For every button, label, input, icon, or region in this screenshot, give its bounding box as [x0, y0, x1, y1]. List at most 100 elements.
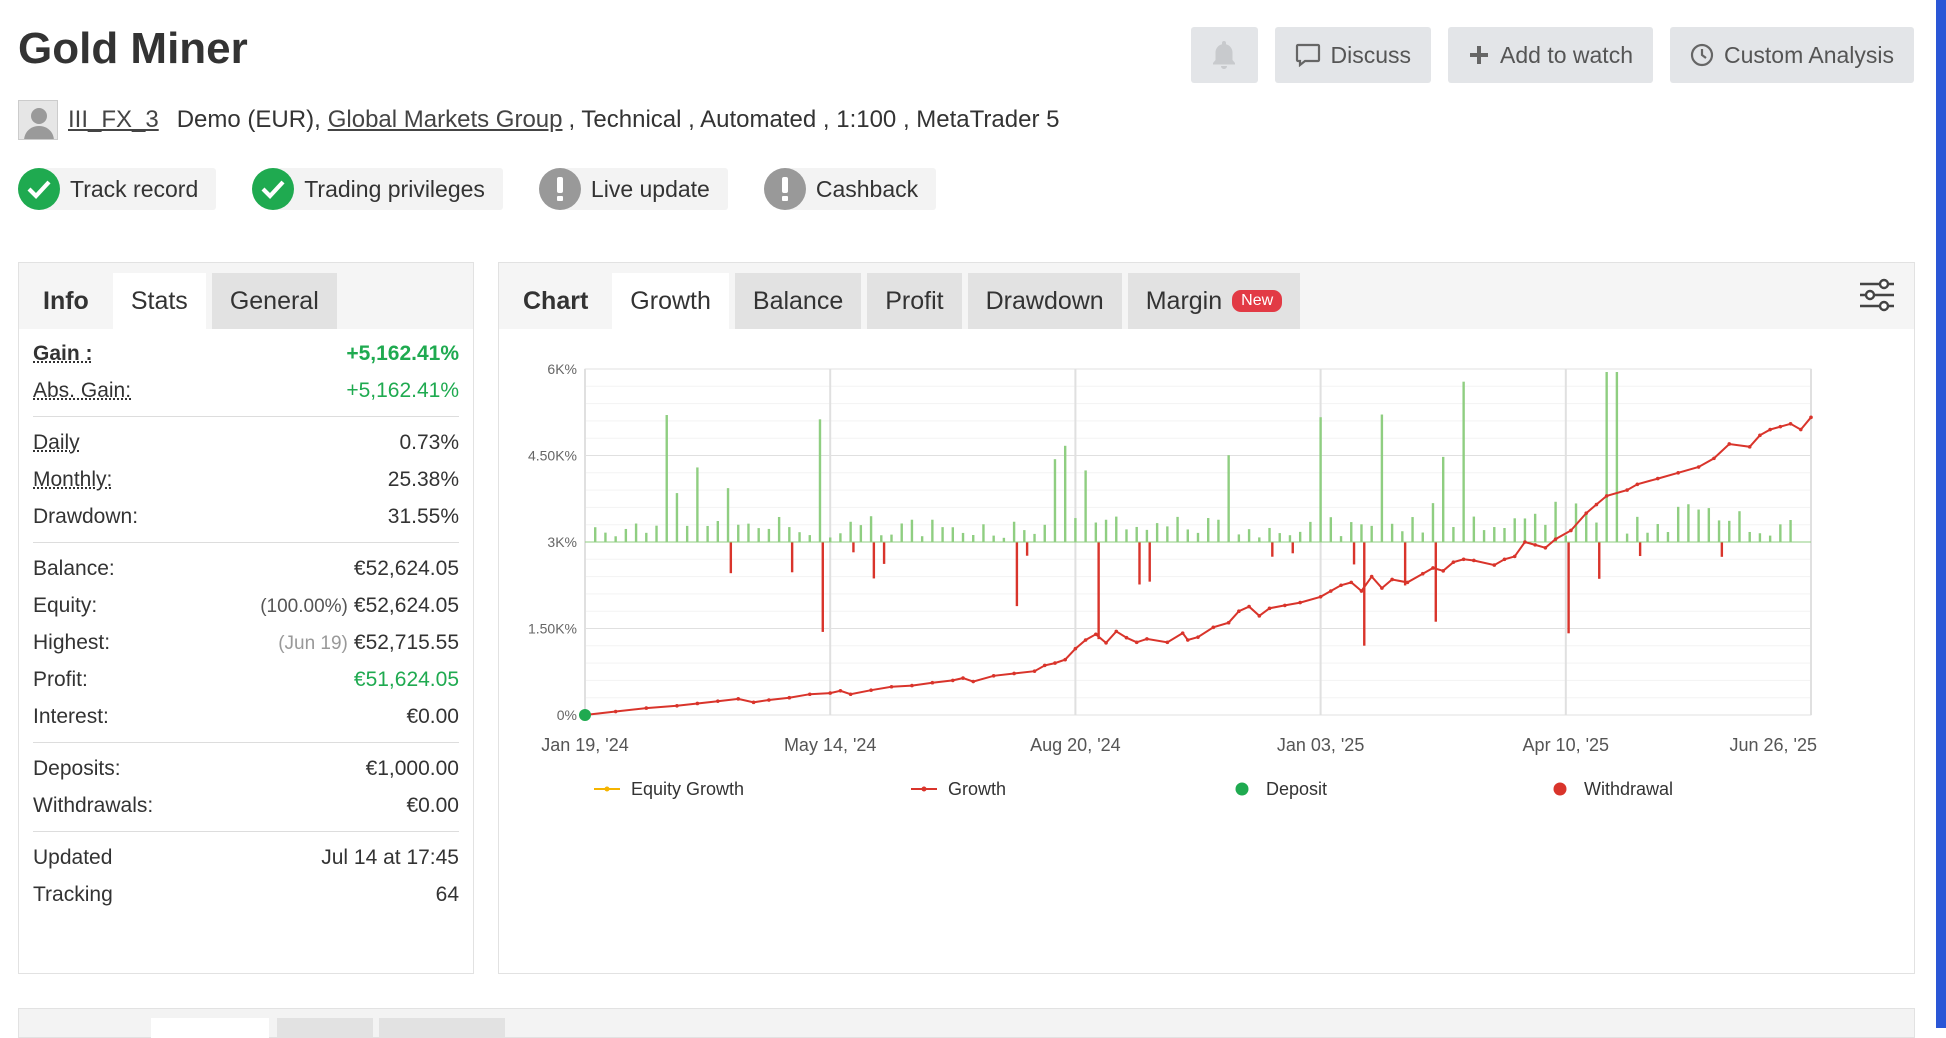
- account-type: Demo (EUR),: [176, 106, 321, 133]
- bottom-tab[interactable]: [277, 1018, 373, 1038]
- gain-bar: [1523, 518, 1527, 542]
- growth-point: [1380, 586, 1384, 590]
- growth-point: [1094, 632, 1098, 637]
- stat-label: Equity:: [33, 593, 98, 617]
- legend-swatch: [604, 786, 610, 792]
- growth-point: [1247, 604, 1251, 609]
- growth-point: [1298, 600, 1302, 605]
- growth-point: [971, 679, 976, 684]
- growth-point: [1114, 629, 1119, 634]
- growth-point: [1625, 488, 1629, 492]
- stat-value: €51,624.05: [353, 667, 459, 691]
- loss-bar: [1148, 542, 1151, 582]
- growth-point: [1083, 638, 1088, 642]
- loss-bar: [882, 542, 886, 564]
- tab-stats[interactable]: Stats: [112, 273, 206, 329]
- gain-bar: [1554, 501, 1557, 542]
- add-to-watch-button[interactable]: Add to watch: [1448, 27, 1653, 83]
- growth-chart[interactable]: 0% 1.50K% 3K% 4.50K% 6K% Jan 19, '24 May 14, '…: [499, 329, 1914, 969]
- growth-point: [889, 684, 894, 689]
- growth-point: [1185, 638, 1190, 642]
- gain-bar: [1063, 445, 1067, 542]
- user-avatar-icon[interactable]: [18, 100, 58, 140]
- growth-point: [1420, 571, 1425, 576]
- growth-point: [1032, 669, 1037, 673]
- gain-bar: [1411, 517, 1414, 542]
- broker-link[interactable]: Global Markets Group: [327, 106, 563, 133]
- tab-drawdown[interactable]: Drawdown: [967, 273, 1122, 329]
- growth-point: [991, 673, 996, 678]
- growth-point: [1012, 671, 1016, 676]
- gain-bar: [1012, 521, 1016, 542]
- gain-bar: [716, 520, 720, 542]
- stat-label: Drawdown:: [33, 504, 139, 528]
- growth-point: [910, 683, 914, 688]
- tab-margin[interactable]: Margin New: [1127, 273, 1301, 329]
- growth-point: [1655, 476, 1660, 481]
- growth-point: [1339, 583, 1343, 588]
- stat-value: 0.73%: [399, 430, 459, 454]
- growth-point: [767, 698, 771, 702]
- tab-profit[interactable]: Profit: [867, 273, 962, 329]
- growth-point: [848, 692, 853, 697]
- gain-bar: [1462, 381, 1465, 542]
- growth-point: [838, 688, 843, 693]
- growth-point: [1809, 415, 1813, 420]
- gain-bar: [1227, 455, 1230, 542]
- gain-bar: [1207, 518, 1210, 542]
- tab-growth[interactable]: Growth: [612, 273, 729, 329]
- custom-analysis-button[interactable]: Custom Analysis: [1669, 27, 1914, 83]
- stat-label[interactable]: Abs. Gain:: [33, 378, 132, 402]
- notify-button[interactable]: [1190, 27, 1258, 83]
- bottom-tab[interactable]: [151, 1018, 269, 1038]
- gain-bar: [951, 527, 954, 542]
- y-tick-label: 3K%: [547, 534, 577, 550]
- gain-bar: [1104, 519, 1108, 542]
- stat-daily: Daily 0.73%: [33, 424, 459, 461]
- stat-label[interactable]: Gain :: [33, 341, 93, 365]
- stat-label[interactable]: Daily: [33, 430, 80, 454]
- gain-bar: [1309, 521, 1312, 542]
- discuss-button[interactable]: Discuss: [1274, 27, 1432, 83]
- gain-bar: [1544, 524, 1547, 542]
- tab-info[interactable]: Info: [43, 286, 89, 315]
- stat-profit: Profit: €51,624.05: [33, 661, 459, 698]
- gain-bar: [1687, 504, 1690, 542]
- stat-value: €0.00: [406, 704, 459, 728]
- tab-balance[interactable]: Balance: [734, 273, 862, 329]
- gain-bar: [614, 536, 617, 542]
- gain-bar: [1513, 518, 1516, 542]
- growth-point: [613, 709, 618, 714]
- gain-bar: [1636, 516, 1639, 542]
- gain-bar: [1339, 536, 1343, 542]
- stats-list: Gain : +5,162.41% Abs. Gain: +5,162.41% …: [19, 335, 473, 913]
- growth-point: [1543, 545, 1548, 550]
- gain-bar: [1595, 522, 1598, 542]
- tab-general[interactable]: General: [211, 273, 337, 329]
- gain-bar: [655, 525, 658, 542]
- stat-value: +5,162.41%: [346, 378, 459, 402]
- scrollbar[interactable]: [1936, 0, 1946, 1028]
- stat-label[interactable]: Monthly:: [33, 467, 113, 491]
- gain-bar: [757, 528, 760, 542]
- stat-value: Jul 14 at 17:45: [321, 845, 459, 869]
- tab-chart[interactable]: Chart: [523, 286, 589, 315]
- top-actions: Discuss Add to watch Custom Analysis: [1190, 27, 1914, 83]
- gain-bar: [1176, 516, 1179, 542]
- loss-bar: [1015, 542, 1019, 607]
- growth-point: [1553, 537, 1558, 541]
- gain-bar: [869, 516, 873, 542]
- growth-point: [1604, 494, 1609, 498]
- gain-bar: [1401, 531, 1404, 542]
- growth-point: [1778, 424, 1783, 429]
- bottom-tab[interactable]: [379, 1018, 505, 1038]
- growth-point: [1502, 557, 1507, 562]
- growth-point: [1431, 566, 1435, 570]
- gain-bar: [747, 523, 750, 542]
- status-badges: Track record Trading privileges Live upd…: [18, 168, 937, 210]
- gain-bar: [1166, 526, 1169, 542]
- gain-bar: [1135, 526, 1138, 542]
- chart-settings-button[interactable]: [1858, 278, 1896, 317]
- gain-bar: [1002, 537, 1006, 542]
- username-link[interactable]: III_FX_3: [68, 106, 159, 133]
